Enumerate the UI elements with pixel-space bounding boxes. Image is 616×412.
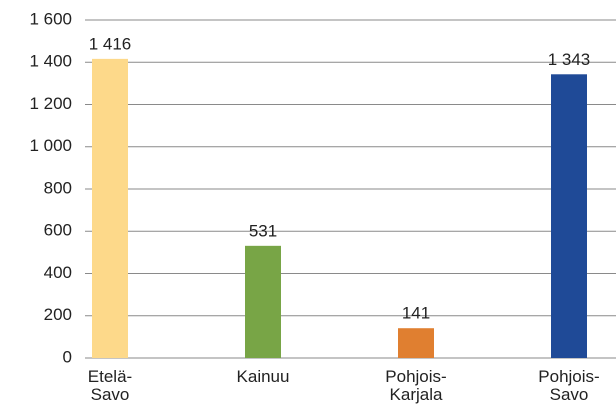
y-tick-label: 600 <box>44 221 72 240</box>
bar <box>92 58 128 359</box>
y-tick-label: 1 000 <box>29 136 72 155</box>
value-label: 531 <box>249 221 277 240</box>
bar <box>245 245 281 358</box>
x-tick-label: Pohjois-Karjala <box>385 367 447 404</box>
x-tick-label: Etelä-Savo <box>87 367 133 404</box>
value-label: 1 343 <box>548 50 591 69</box>
x-tick-label: Kainuu <box>236 367 290 386</box>
y-tick-label: 400 <box>44 263 72 282</box>
y-tick-label: 1 600 <box>29 9 72 28</box>
bar <box>398 328 434 358</box>
y-tick-label: 200 <box>44 305 72 324</box>
bar <box>551 74 587 358</box>
y-tick-label: 1 200 <box>29 94 72 113</box>
x-tick-label: Pohjois-Savo <box>538 367 600 404</box>
y-tick-label: 800 <box>44 178 72 197</box>
y-tick-label: 0 <box>63 347 72 366</box>
y-tick-label: 1 400 <box>29 52 72 71</box>
value-label: 1 416 <box>89 34 132 53</box>
value-label: 141 <box>402 304 430 323</box>
